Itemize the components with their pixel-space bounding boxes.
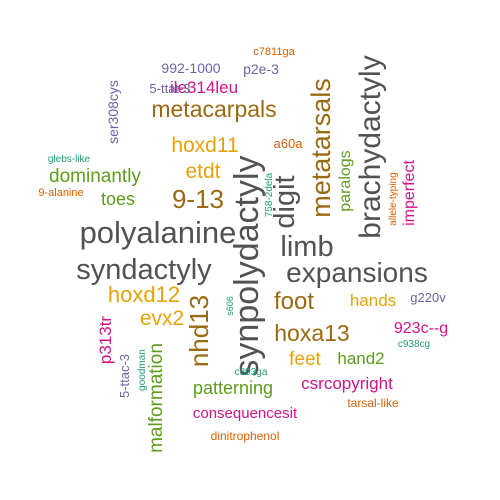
word-allele-typing: allele-typing xyxy=(388,172,399,225)
word-syndactyly: syndactyly xyxy=(76,254,212,286)
word-patterning: patterning xyxy=(193,378,273,398)
word-synpolydactyly: synpolydactyly xyxy=(228,155,266,376)
word-923c-g: 923c--g xyxy=(394,320,448,337)
word-etdt: etdt xyxy=(185,160,220,183)
word-evx2: evx2 xyxy=(140,307,184,330)
word-5-ttac-3: 5-ttac-3 xyxy=(117,354,132,398)
word-c893ga: c893ga xyxy=(235,367,268,378)
word-malformation: malformation xyxy=(146,343,167,453)
word-a60a: a60a xyxy=(274,136,304,151)
word-limb: limb xyxy=(280,231,333,263)
word-csrcopyright: csrcopyright xyxy=(301,374,393,393)
word-hoxa13: hoxa13 xyxy=(274,320,349,346)
word-consequencesit: consequencesit xyxy=(193,405,298,422)
word-hoxd11: hoxd11 xyxy=(171,134,238,157)
word-hands: hands xyxy=(350,291,396,310)
word-goodman: goodman xyxy=(137,349,148,391)
word-p313tr: p313tr xyxy=(96,316,115,365)
word-9-alanine: 9-alanine xyxy=(38,187,83,199)
word-tarsal-like: tarsal-like xyxy=(347,396,399,410)
word-g220v: g220v xyxy=(410,290,446,305)
word-992-1000: 992-1000 xyxy=(161,60,220,76)
word-hand2: hand2 xyxy=(337,349,384,368)
word-paralogs: paralogs xyxy=(337,150,354,211)
word-polyalanine: polyalanine xyxy=(80,215,237,250)
word-c7811ga: c7811ga xyxy=(253,46,295,58)
word-dinitrophenol: dinitrophenol xyxy=(211,429,280,443)
word-imperfect: imperfect xyxy=(401,160,418,226)
word-metatarsals: metatarsals xyxy=(306,78,336,218)
word-foot: foot xyxy=(274,288,314,315)
word-5-ttat-3: 5-ttat-3 xyxy=(149,81,190,96)
word-hoxd12: hoxd12 xyxy=(108,282,180,307)
word-s606: s606 xyxy=(225,296,235,316)
word-9-13: 9-13 xyxy=(172,184,224,214)
word-digit: digit xyxy=(269,175,301,228)
word-feet: feet xyxy=(289,349,321,370)
word-metacarpals: metacarpals xyxy=(151,96,276,122)
word-p2e-3: p2e-3 xyxy=(243,61,279,77)
word-c938cg: c938cg xyxy=(398,339,430,350)
word-ser308cys: ser308cys xyxy=(105,80,121,144)
word-758-2dela: 758-2dela xyxy=(264,172,275,217)
word-dominantly: dominantly xyxy=(49,166,141,187)
word-nhd13: nhd13 xyxy=(184,295,214,367)
word-toes: toes xyxy=(101,189,135,209)
word-glebs-like: glebs-like xyxy=(48,154,91,165)
word-ile314leu: ile314leu xyxy=(170,78,238,97)
word-expansions: expansions xyxy=(286,257,428,288)
word-brachydactyly: brachydactyly xyxy=(354,55,387,238)
